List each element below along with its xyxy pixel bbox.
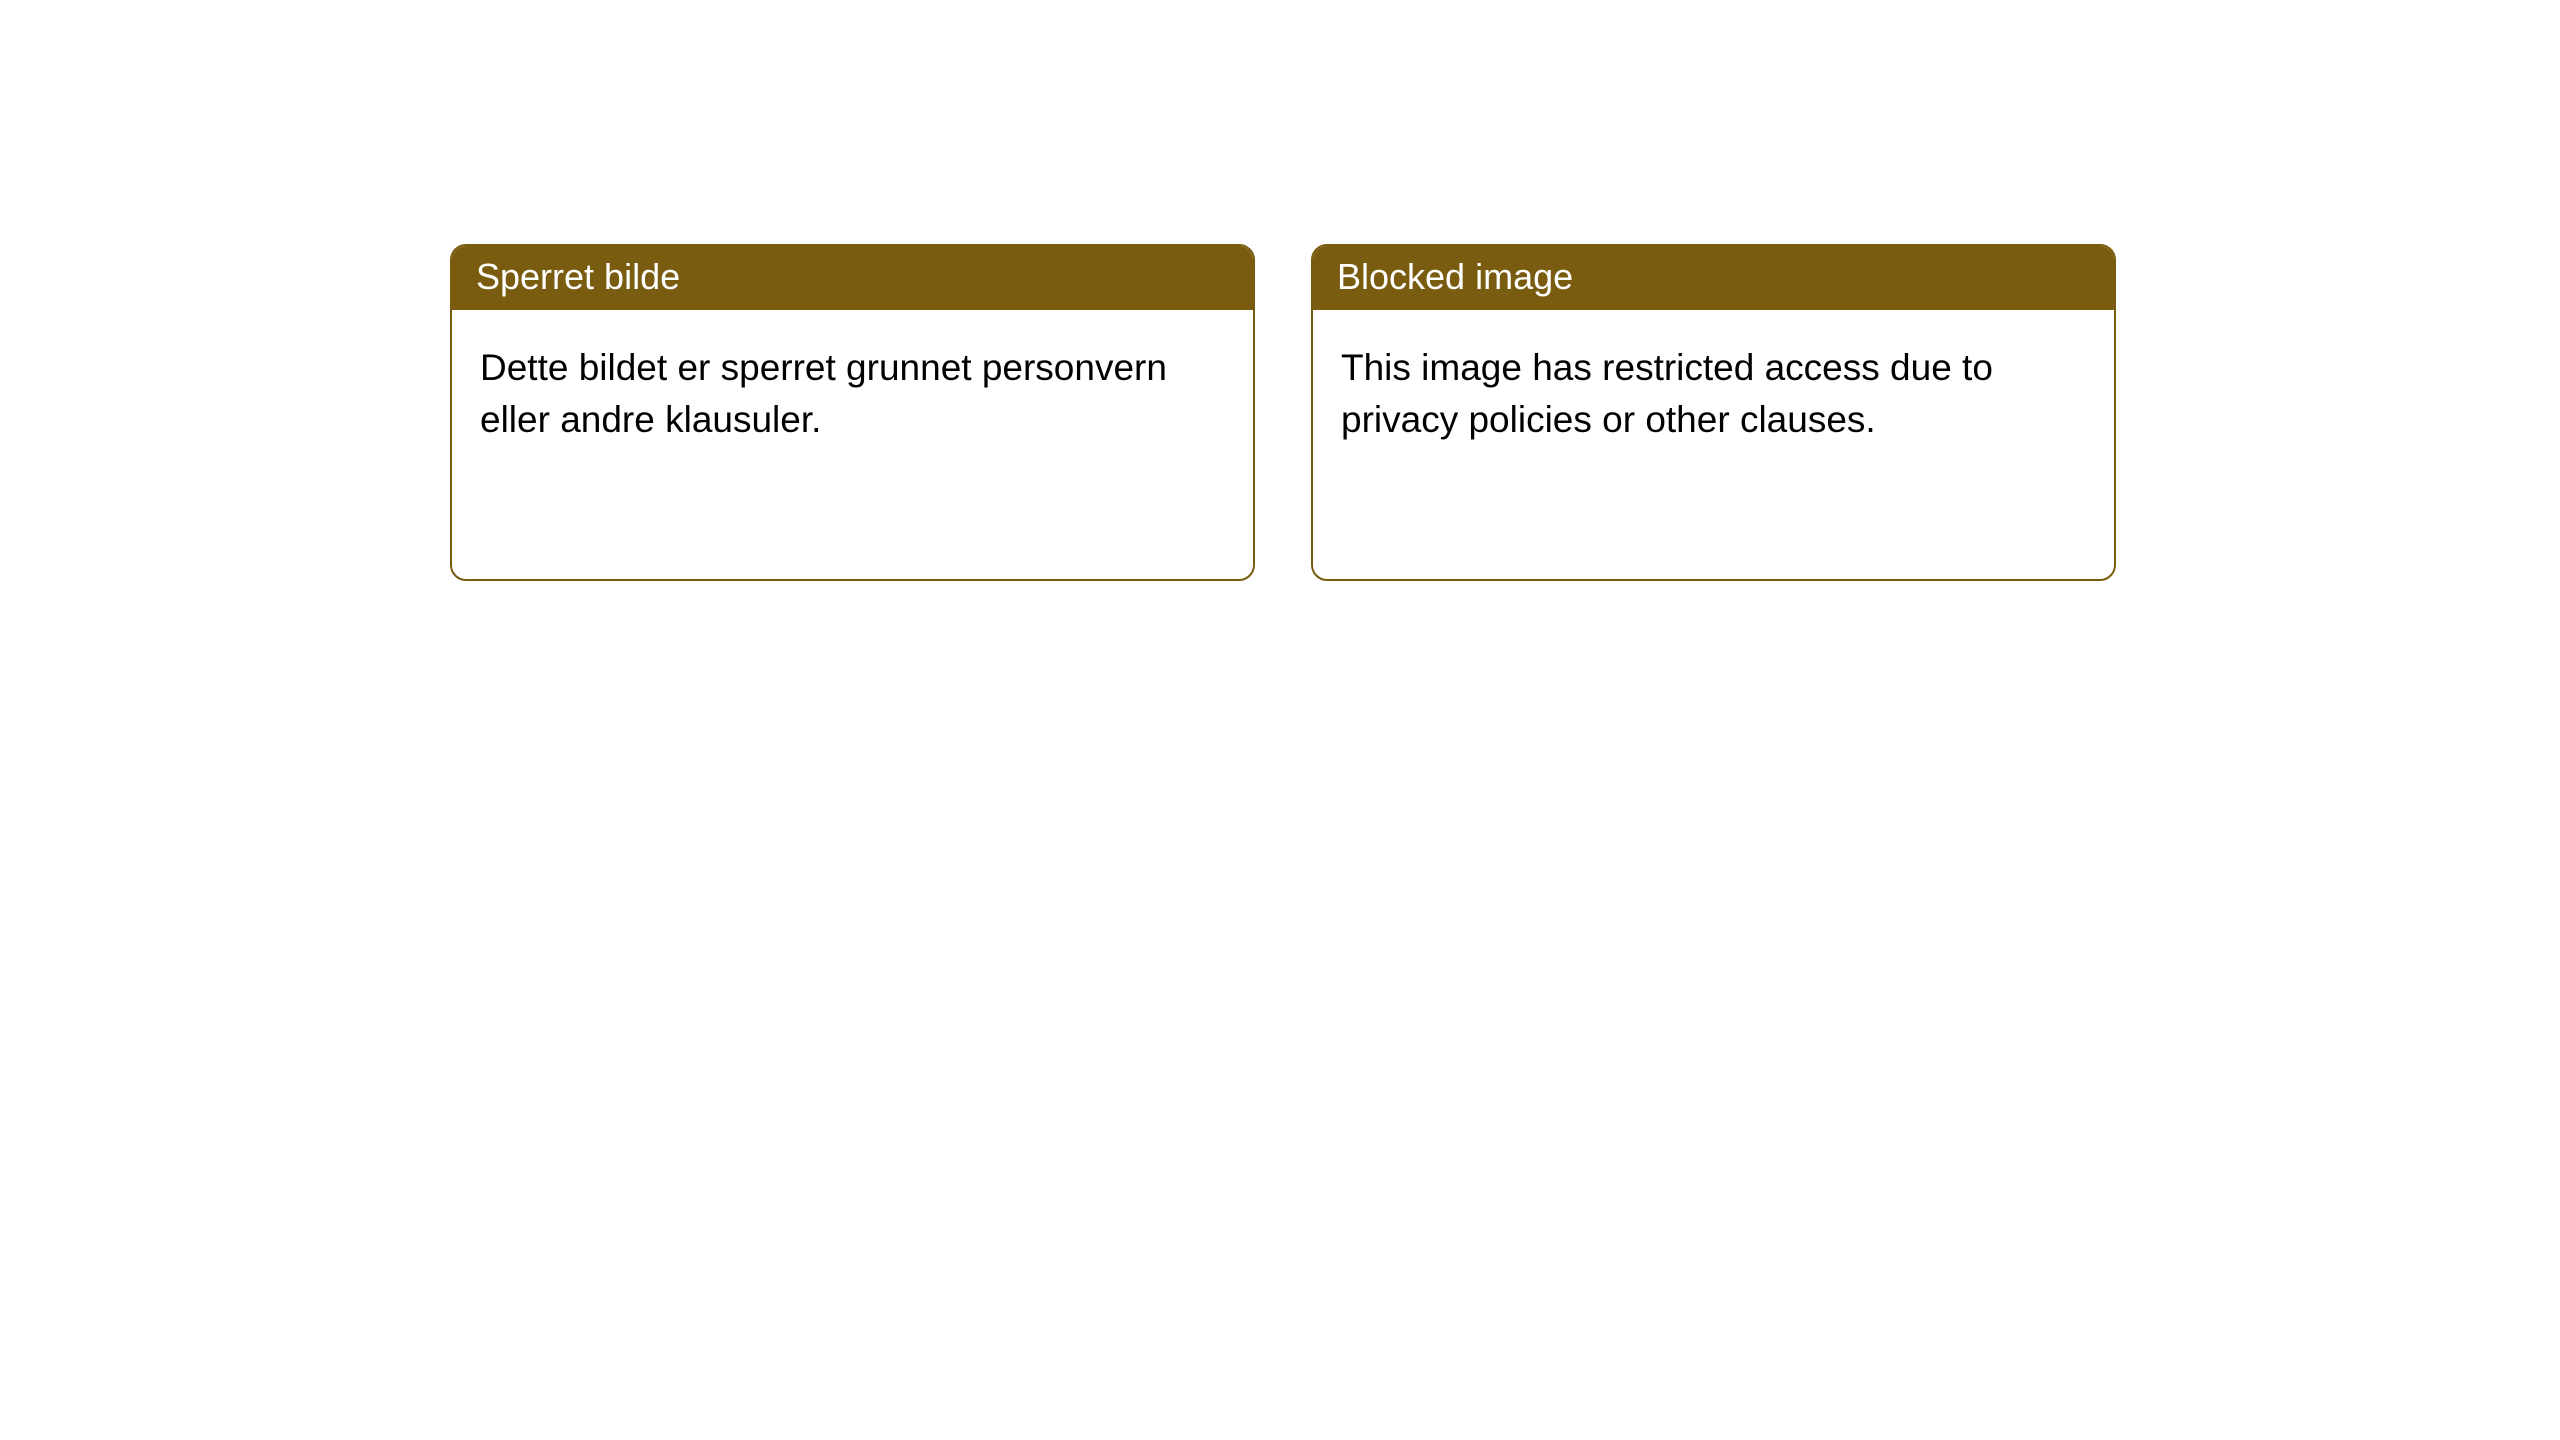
card-header: Sperret bilde — [452, 246, 1253, 310]
card-body: This image has restricted access due to … — [1313, 310, 2114, 579]
card-body: Dette bildet er sperret grunnet personve… — [452, 310, 1253, 579]
notice-card-english: Blocked image This image has restricted … — [1311, 244, 2116, 581]
notice-cards-container: Sperret bilde Dette bildet er sperret gr… — [450, 244, 2116, 581]
card-header: Blocked image — [1313, 246, 2114, 310]
notice-card-norwegian: Sperret bilde Dette bildet er sperret gr… — [450, 244, 1255, 581]
